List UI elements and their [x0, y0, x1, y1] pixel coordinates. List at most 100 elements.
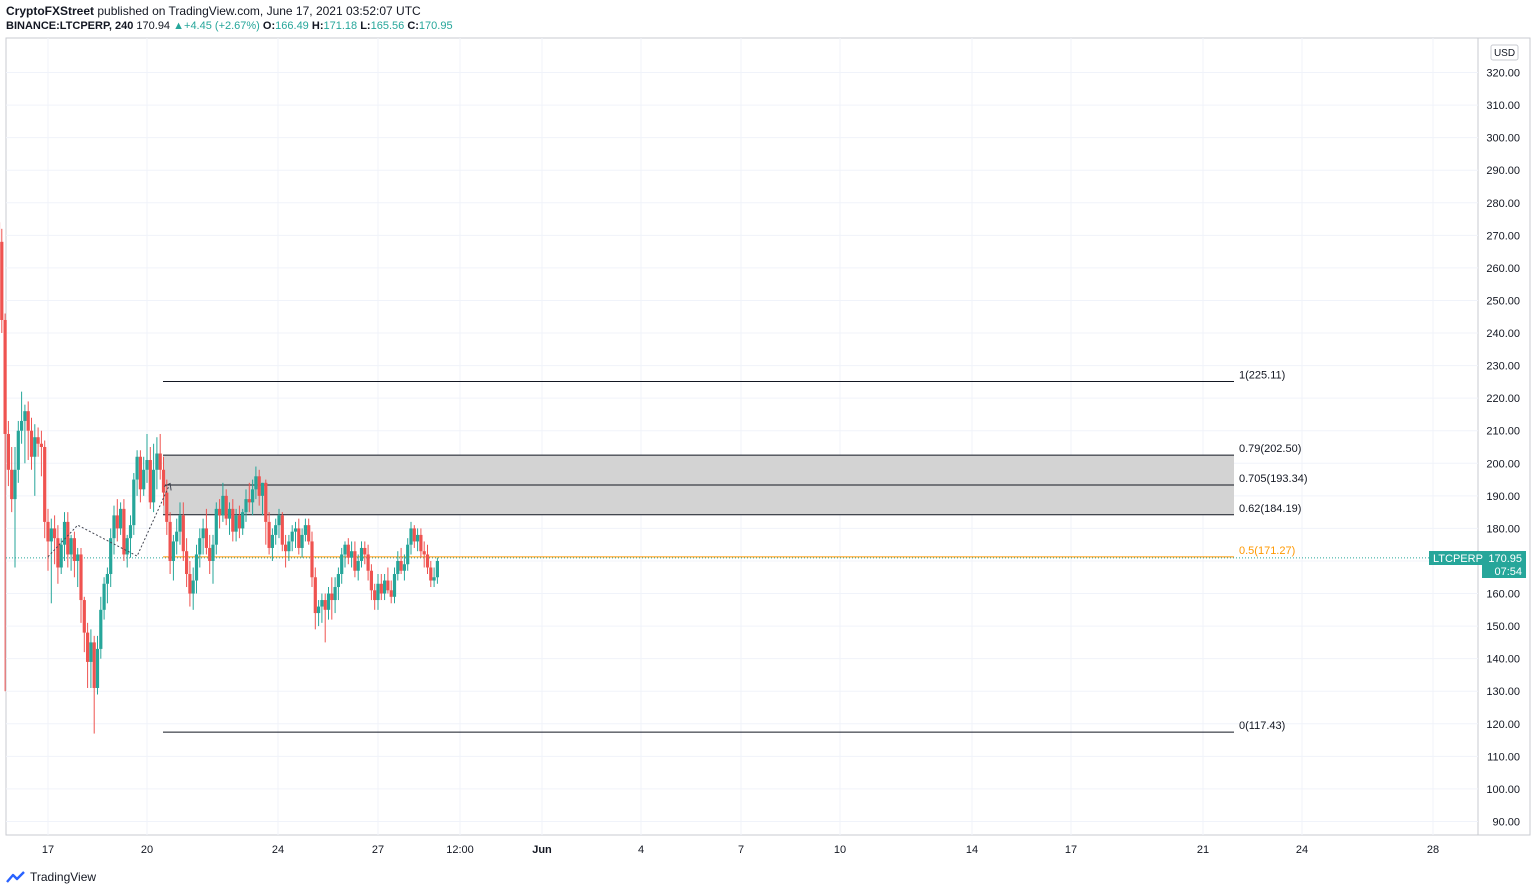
- candle-body: [300, 534, 304, 548]
- candle-body: [102, 583, 106, 610]
- high-value: 171.18: [323, 20, 358, 32]
- candle-body: [181, 515, 185, 552]
- candle-body: [66, 521, 70, 555]
- candle-body: [280, 515, 284, 545]
- candle-body: [13, 469, 17, 500]
- candle-body: [422, 551, 426, 555]
- candle-body: [79, 554, 83, 601]
- candle-body: [383, 580, 387, 594]
- price-tick-label: 230.00: [1486, 361, 1520, 373]
- candle-body: [241, 512, 245, 529]
- badge-symbol: LTCPERP: [1433, 553, 1483, 565]
- candle-body: [128, 525, 133, 539]
- candle-body: [95, 648, 100, 688]
- fib-level-label: 0.705(193.34): [1239, 473, 1308, 485]
- price-tick-label: 190.00: [1486, 491, 1520, 503]
- candle-body: [359, 547, 364, 561]
- candle-body: [155, 453, 159, 470]
- tradingview-brand: TradingView: [30, 870, 97, 884]
- candle-body: [33, 437, 37, 457]
- candle-body: [76, 554, 80, 561]
- candle-body: [399, 560, 403, 571]
- projection-arrow-icon: [163, 482, 172, 491]
- candle-body: [161, 469, 166, 493]
- tradingview-footer[interactable]: TradingView: [6, 869, 96, 885]
- price-tick-label: 180.00: [1486, 523, 1520, 535]
- candle-body: [369, 570, 373, 591]
- candle-body: [6, 433, 10, 470]
- plot-area[interactable]: [5, 37, 1479, 836]
- candle-body: [105, 574, 109, 584]
- time-tick-label: 24: [272, 844, 284, 856]
- symbol-label[interactable]: BINANCE:LTCPERP, 240: [6, 20, 134, 32]
- candle-body: [10, 469, 14, 500]
- candle-body: [310, 541, 314, 578]
- candle-body: [257, 476, 261, 496]
- time-tick-label: 28: [1427, 844, 1439, 856]
- candle-body: [247, 499, 251, 503]
- time-axis-labels: 17 20 24 27 12:00 Jun 4 7 10 14 17 21 24 28: [42, 844, 1439, 856]
- candle-body: [72, 538, 76, 561]
- price-tick-label: 160.00: [1486, 589, 1520, 601]
- candle-body: [158, 453, 162, 470]
- candle-body: [412, 528, 416, 542]
- candle-body: [376, 583, 380, 601]
- candle-body: [234, 515, 238, 532]
- candle-body: [244, 499, 248, 513]
- fib-level-label: 1(225.11): [1239, 370, 1285, 382]
- candle-body: [429, 567, 433, 581]
- candle-body: [59, 544, 63, 568]
- candle-body: [419, 534, 423, 552]
- candle-body: [254, 476, 258, 490]
- price-tick-label: 250.00: [1486, 295, 1520, 307]
- currency-box[interactable]: [1490, 44, 1519, 61]
- candle-body: [297, 528, 301, 548]
- badge-price: 170.95: [1488, 553, 1522, 565]
- price-tick-label: 240.00: [1486, 328, 1520, 340]
- candle-body: [267, 521, 271, 548]
- price-axis-pane[interactable]: [1477, 37, 1531, 836]
- fib-level-label: 0.79(202.50): [1239, 443, 1301, 455]
- price-tick-label: 300.00: [1486, 133, 1520, 145]
- time-tick-label: 7: [738, 844, 744, 856]
- candle-body: [343, 544, 347, 555]
- candle-body: [251, 489, 255, 503]
- price-tick-label: 110.00: [1487, 751, 1520, 763]
- candle-body: [201, 528, 205, 539]
- candle-body: [402, 564, 406, 571]
- close-value: 170.95: [418, 20, 453, 32]
- candle-body: [168, 521, 172, 561]
- price-tick-label: 130.00: [1486, 686, 1520, 698]
- candle-body: [178, 515, 182, 532]
- candle-body: [194, 554, 199, 581]
- candle-body: [231, 508, 235, 532]
- price-tick-label: 200.00: [1486, 458, 1520, 470]
- candle-body: [138, 456, 142, 490]
- published-text: published on TradingView.com, June 17, 2…: [97, 4, 421, 18]
- candle-body: [175, 531, 179, 542]
- candle-body: [188, 574, 192, 594]
- candle-body: [148, 460, 152, 503]
- countdown-bg: [1482, 565, 1526, 578]
- candle-body: [208, 547, 212, 561]
- projection-path[interactable]: [47, 482, 172, 558]
- price-tick-label: 90.00: [1492, 816, 1520, 828]
- candle-body: [336, 574, 340, 588]
- candle-body: [373, 590, 377, 601]
- publisher-name[interactable]: CryptoFXStreet: [6, 4, 95, 18]
- candle-body: [191, 580, 195, 594]
- candle-body: [317, 606, 321, 614]
- candle-body: [353, 551, 357, 571]
- time-tick-label: 10: [834, 844, 846, 856]
- candle-body: [122, 508, 126, 555]
- candle-body: [0, 241, 4, 320]
- time-tick-label: Jun: [532, 844, 552, 856]
- open-label: O:: [262, 20, 276, 32]
- ohlc-legend: BINANCE:LTCPERP, 240 170.94 ▲+4.45 (+2.6…: [6, 19, 453, 33]
- candle-body: [366, 554, 370, 571]
- candles: [0, 222, 439, 734]
- candle-body: [152, 469, 156, 503]
- candle-body: [99, 609, 103, 649]
- candle-body: [165, 492, 169, 522]
